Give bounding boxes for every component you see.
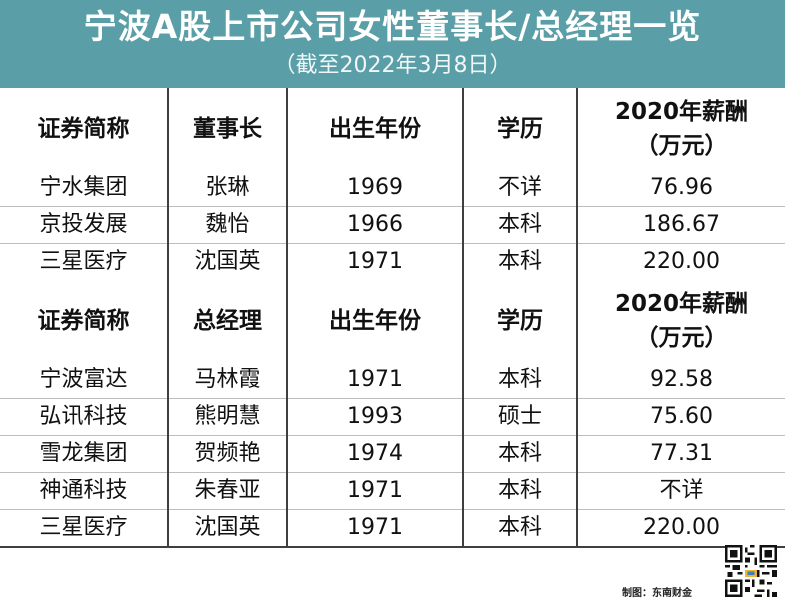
header-salary-unit: （万元） bbox=[635, 325, 728, 351]
cell-education: 本科 bbox=[462, 362, 577, 399]
cell-stock-name: 宁波富达 bbox=[39, 367, 128, 392]
cell-education: 不详 bbox=[462, 170, 577, 207]
header-stock-name: 证券简称 bbox=[37, 116, 130, 142]
executives-table: 证券简称 董事长 出生年份 学历 2020年薪酬 （万元） 宁水集团 张琳 196… bbox=[0, 88, 785, 548]
cell-birth-year: 1971 bbox=[286, 509, 463, 548]
header-chairman: 董事长 bbox=[167, 88, 287, 170]
cell-person-name: 魏怡 bbox=[167, 206, 287, 244]
table-row: 弘讯科技 熊明慧 1993 硕士 75.60 bbox=[0, 398, 785, 436]
cell-birth-year: 1969 bbox=[286, 170, 463, 207]
cell-birth-year: 1971 bbox=[286, 472, 463, 510]
cell-birth-year: 1974 bbox=[286, 435, 463, 473]
cell-salary: 不详 bbox=[576, 472, 785, 510]
cell-person-name: 贺频艳 bbox=[167, 435, 287, 473]
cell-education: 本科 bbox=[462, 472, 577, 510]
header-salary-unit: （万元） bbox=[635, 133, 728, 159]
executives-table-wrap: 证券简称 董事长 出生年份 学历 2020年薪酬 （万元） 宁水集团 张琳 196… bbox=[0, 88, 785, 548]
cell-person-name: 沈国英 bbox=[167, 243, 287, 280]
chart-credit: 制图：东南财金 bbox=[622, 588, 692, 599]
cell-salary: 220.00 bbox=[576, 243, 785, 280]
cell-education: 硕士 bbox=[462, 398, 577, 436]
cell-stock-name: 弘讯科技 bbox=[0, 398, 168, 436]
header-education: 学历 bbox=[462, 280, 577, 362]
cell-birth-year: 1971 bbox=[286, 243, 463, 280]
header-salary: 2020年薪酬 （万元） bbox=[576, 280, 785, 362]
table-row: 雪龙集团 贺频艳 1974 本科 77.31 bbox=[0, 435, 785, 473]
cell-salary: 92.58 bbox=[576, 362, 785, 399]
cell-education: 本科 bbox=[462, 243, 577, 280]
cell-education: 本科 bbox=[462, 509, 577, 548]
cell-person-name: 张琳 bbox=[167, 170, 287, 207]
cell-stock-name: 三星医疗 bbox=[0, 509, 168, 548]
table-row: 宁波富达 马林霞 1971 本科 92.58 bbox=[0, 362, 785, 399]
header-salary: 2020年薪酬 （万元） bbox=[576, 88, 785, 170]
cell-salary: 76.96 bbox=[576, 170, 785, 207]
table-row: 宁水集团 张琳 1969 不详 76.96 bbox=[0, 170, 785, 207]
header-education: 学历 bbox=[462, 88, 577, 170]
cell-salary: 220.00 bbox=[576, 509, 785, 548]
header-stock-name: 证券简称 bbox=[37, 308, 130, 334]
header-birth-year: 出生年份 bbox=[286, 88, 463, 170]
cell-salary: 75.60 bbox=[576, 398, 785, 436]
page-subtitle: （截至2022年3月8日） bbox=[273, 53, 512, 78]
cell-birth-year: 1966 bbox=[286, 206, 463, 244]
table-row: 京投发展 魏怡 1966 本科 186.67 bbox=[0, 206, 785, 244]
cell-person-name: 沈国英 bbox=[167, 509, 287, 548]
header-general-manager: 总经理 bbox=[167, 280, 287, 362]
cell-person-name: 熊明慧 bbox=[167, 398, 287, 436]
cell-person-name: 马林霞 bbox=[167, 362, 287, 399]
page-title: 宁波A股上市公司女性董事长/总经理一览 bbox=[83, 7, 702, 46]
title-banner: 宁波A股上市公司女性董事长/总经理一览 （截至2022年3月8日） bbox=[0, 0, 785, 88]
cell-salary: 186.67 bbox=[576, 206, 785, 244]
cell-birth-year: 1971 bbox=[286, 362, 463, 399]
cell-education: 本科 bbox=[462, 206, 577, 244]
cell-person-name: 朱春亚 bbox=[167, 472, 287, 510]
cell-stock-name: 神通科技 bbox=[0, 472, 168, 510]
cell-stock-name: 京投发展 bbox=[0, 206, 168, 244]
manager-header-row: 证券简称 总经理 出生年份 学历 2020年薪酬 （万元） bbox=[0, 280, 785, 362]
header-salary-line1: 2020年薪酬 bbox=[614, 99, 748, 125]
cell-birth-year: 1993 bbox=[286, 398, 463, 436]
chairman-header-row: 证券简称 董事长 出生年份 学历 2020年薪酬 （万元） bbox=[0, 88, 785, 170]
cell-stock-name: 宁水集团 bbox=[39, 175, 128, 200]
qr-code-icon bbox=[725, 545, 777, 597]
cell-salary: 77.31 bbox=[576, 435, 785, 473]
table-row: 三星医疗 沈国英 1971 本科 220.00 bbox=[0, 243, 785, 280]
header-salary-line1: 2020年薪酬 bbox=[614, 291, 748, 317]
table-row: 神通科技 朱春亚 1971 本科 不详 bbox=[0, 472, 785, 510]
cell-education: 本科 bbox=[462, 435, 577, 473]
header-birth-year: 出生年份 bbox=[286, 280, 463, 362]
cell-stock-name: 雪龙集团 bbox=[0, 435, 168, 473]
table-row: 三星医疗 沈国英 1971 本科 220.00 bbox=[0, 509, 785, 548]
cell-stock-name: 三星医疗 bbox=[0, 243, 168, 280]
